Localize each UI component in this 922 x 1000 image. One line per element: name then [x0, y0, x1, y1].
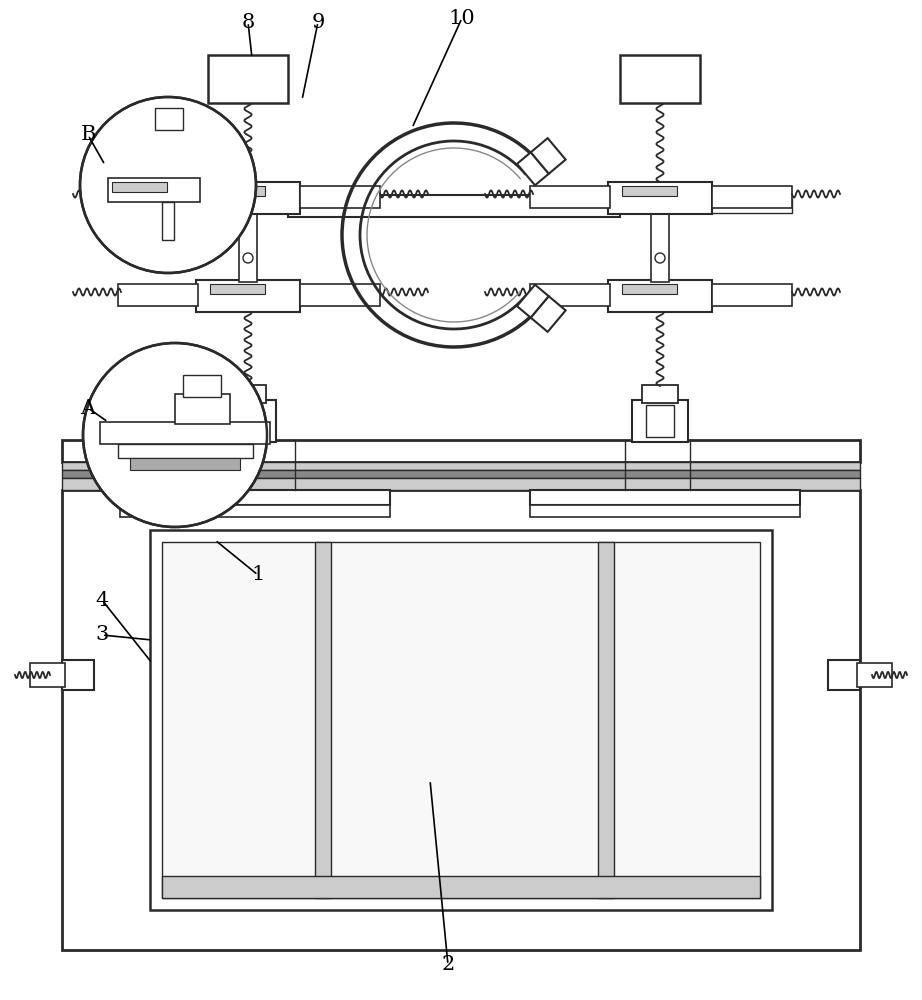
Bar: [116, 199, 208, 213]
Bar: [530, 505, 800, 517]
Circle shape: [655, 253, 665, 263]
Text: 4: 4: [95, 590, 109, 609]
Bar: [530, 186, 610, 208]
Polygon shape: [517, 285, 549, 318]
Text: 1: 1: [252, 566, 265, 584]
Bar: [162, 542, 760, 898]
Bar: [162, 202, 174, 240]
Bar: [62, 490, 860, 950]
Bar: [162, 876, 760, 898]
Polygon shape: [517, 152, 549, 185]
Bar: [130, 458, 240, 470]
Bar: [62, 660, 94, 690]
Bar: [230, 385, 266, 403]
Bar: [530, 284, 610, 306]
Bar: [112, 182, 167, 192]
Bar: [118, 186, 198, 208]
Bar: [622, 186, 677, 196]
Bar: [62, 470, 860, 478]
Bar: [196, 182, 300, 214]
Bar: [120, 490, 390, 505]
Bar: [646, 405, 674, 437]
Bar: [120, 505, 390, 517]
Text: A: A: [80, 398, 96, 418]
Bar: [622, 284, 677, 294]
Bar: [300, 284, 380, 306]
Bar: [700, 199, 792, 213]
Bar: [828, 660, 860, 690]
Circle shape: [80, 97, 256, 273]
Bar: [651, 210, 669, 282]
Bar: [210, 284, 265, 294]
Bar: [220, 400, 276, 442]
Bar: [239, 210, 257, 282]
Text: 2: 2: [442, 956, 455, 974]
Text: 8: 8: [242, 12, 254, 31]
Bar: [208, 55, 288, 103]
Bar: [620, 55, 700, 103]
Bar: [30, 663, 65, 687]
Bar: [150, 530, 772, 910]
Bar: [62, 440, 860, 462]
Bar: [608, 280, 712, 312]
Bar: [155, 108, 183, 130]
Bar: [118, 444, 253, 458]
Bar: [62, 462, 860, 470]
Polygon shape: [531, 138, 566, 174]
Bar: [210, 186, 265, 196]
Circle shape: [83, 343, 267, 527]
Bar: [712, 186, 792, 208]
Bar: [530, 490, 800, 505]
Text: 9: 9: [312, 12, 325, 31]
Polygon shape: [531, 296, 566, 332]
Bar: [632, 400, 688, 442]
Bar: [288, 195, 620, 217]
Bar: [315, 542, 331, 898]
Bar: [642, 385, 678, 403]
Bar: [857, 663, 892, 687]
Text: 10: 10: [449, 8, 476, 27]
Bar: [608, 182, 712, 214]
Bar: [108, 178, 200, 202]
Text: B: B: [80, 125, 96, 144]
Bar: [234, 405, 262, 437]
Bar: [183, 375, 221, 397]
Bar: [175, 394, 230, 424]
Circle shape: [243, 253, 253, 263]
Bar: [118, 284, 198, 306]
Bar: [598, 542, 614, 898]
Bar: [100, 422, 270, 444]
Bar: [712, 284, 792, 306]
Bar: [196, 280, 300, 312]
Text: 3: 3: [95, 626, 109, 645]
Bar: [300, 186, 380, 208]
Bar: [62, 478, 860, 490]
